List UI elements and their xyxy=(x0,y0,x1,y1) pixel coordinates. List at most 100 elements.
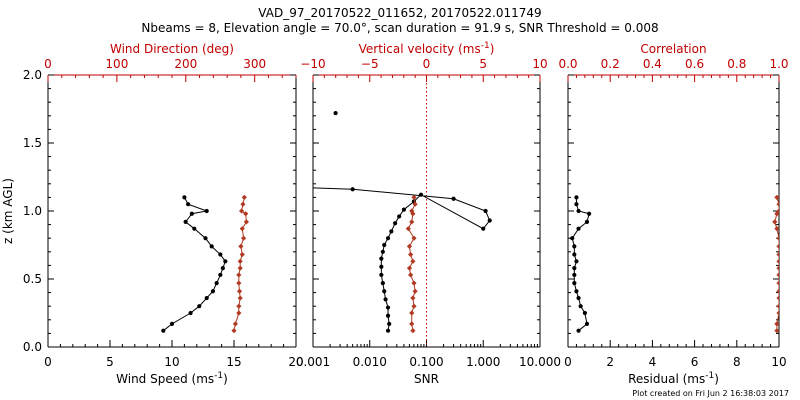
data-point xyxy=(239,226,245,232)
data-point xyxy=(776,251,779,258)
top-tick-label: 0.8 xyxy=(727,57,746,71)
data-point xyxy=(382,289,387,294)
data-point xyxy=(333,110,338,116)
top-axis-label-text: Vertical velocity (ms xyxy=(359,42,481,56)
x-tick-label: 1.000 xyxy=(466,355,500,369)
data-point xyxy=(574,202,579,207)
data-point xyxy=(389,229,394,234)
data-point xyxy=(776,265,779,271)
data-point xyxy=(409,321,415,327)
series-2 xyxy=(333,110,338,116)
data-point xyxy=(574,259,579,264)
data-point xyxy=(411,194,417,200)
data-point xyxy=(408,251,414,258)
data-point xyxy=(241,235,247,241)
x-axis-label: Wind Speed (ms-1) xyxy=(116,371,228,386)
data-point xyxy=(204,208,209,214)
y-axis-label: z (km AGL) xyxy=(1,178,15,244)
data-point xyxy=(188,310,193,316)
data-point xyxy=(203,236,208,241)
data-point xyxy=(220,266,225,271)
x-axis-label-text: SNR xyxy=(414,372,439,386)
data-point xyxy=(776,208,779,214)
x-tick-label: 6 xyxy=(691,355,699,369)
data-point xyxy=(576,328,581,333)
series-line xyxy=(233,197,247,331)
data-point xyxy=(218,252,223,257)
data-point xyxy=(232,321,238,327)
panel-3: 0 2 4 6 8 10 Residual (ms-1) 0.0 0.2 0.4 0.6 0.8 1.0… xyxy=(558,42,788,386)
x-tick-label: 10 xyxy=(771,355,786,369)
data-point xyxy=(412,288,418,294)
data-point xyxy=(186,202,191,207)
x-tick-label: 10 xyxy=(164,355,179,369)
x-tick-label: 20 xyxy=(288,355,303,369)
data-point xyxy=(776,201,779,207)
x-tick-label: 0.100 xyxy=(409,355,443,369)
data-point xyxy=(350,187,355,192)
data-point xyxy=(218,272,223,278)
data-point xyxy=(776,310,779,316)
data-point xyxy=(487,218,492,223)
data-point xyxy=(380,249,385,254)
data-point xyxy=(197,304,202,309)
y-tick-label: 1.0 xyxy=(23,204,42,218)
data-point xyxy=(236,272,242,278)
top-tick-label: 0.2 xyxy=(601,57,620,71)
data-point xyxy=(572,280,577,286)
data-point xyxy=(576,208,581,214)
series-1 xyxy=(161,195,228,333)
data-point xyxy=(410,258,416,264)
x-axis-label-text: Wind Speed (ms xyxy=(116,372,214,386)
data-point xyxy=(774,194,779,200)
data-point xyxy=(584,321,590,326)
x-tick-label: 0.001 xyxy=(296,355,330,369)
data-point xyxy=(409,219,415,225)
y-tick-label: 2.0 xyxy=(23,68,42,82)
figure-title-line2: Nbeams = 8, Elevation angle = 70.0°, sca… xyxy=(141,21,658,35)
snr-profile-line-upper xyxy=(313,187,353,190)
data-point xyxy=(401,207,407,212)
data-point xyxy=(774,226,779,232)
top-tick-label: 0 xyxy=(44,57,52,71)
data-point xyxy=(240,201,246,207)
x-axis-label-unit-close: ) xyxy=(223,372,228,386)
data-point xyxy=(451,196,456,201)
data-point xyxy=(236,310,242,316)
data-point xyxy=(241,194,247,200)
y-tick-label: 0.0 xyxy=(23,340,42,354)
data-point xyxy=(183,219,188,224)
top-axis-label: Correlation xyxy=(640,42,706,56)
data-point xyxy=(776,280,779,286)
top-tick-label: 0.4 xyxy=(643,57,662,71)
data-point xyxy=(774,321,779,327)
data-point xyxy=(182,195,187,200)
x-axis-label: SNR xyxy=(414,372,439,386)
data-point xyxy=(210,289,216,294)
top-tick-label: 0.0 xyxy=(558,57,577,71)
data-point xyxy=(223,259,228,264)
data-point xyxy=(380,280,385,286)
data-point xyxy=(481,226,486,231)
data-point xyxy=(408,272,414,278)
data-point xyxy=(584,219,590,224)
data-point xyxy=(238,208,245,214)
data-point xyxy=(411,280,417,286)
data-point xyxy=(382,242,387,248)
panel-1: 0.0 0.5 1.0 1.5 2.0 z (km AGL) 0 5 10 15 20 Wind Sp… xyxy=(1,42,304,386)
top-axis-label: Wind Direction (deg) xyxy=(110,42,234,56)
data-point xyxy=(776,272,779,278)
data-point xyxy=(236,280,242,286)
data-point xyxy=(243,219,249,225)
data-point xyxy=(169,321,175,326)
data-point xyxy=(236,303,242,309)
data-point xyxy=(410,328,416,334)
data-point xyxy=(379,264,384,269)
x-axis-label: Residual (ms-1) xyxy=(628,371,719,386)
x-axis-label-text: Residual (ms xyxy=(628,372,705,386)
data-point xyxy=(570,236,575,241)
data-point xyxy=(393,221,398,226)
top-tick-label: 0.6 xyxy=(685,57,704,71)
data-point xyxy=(774,328,779,334)
